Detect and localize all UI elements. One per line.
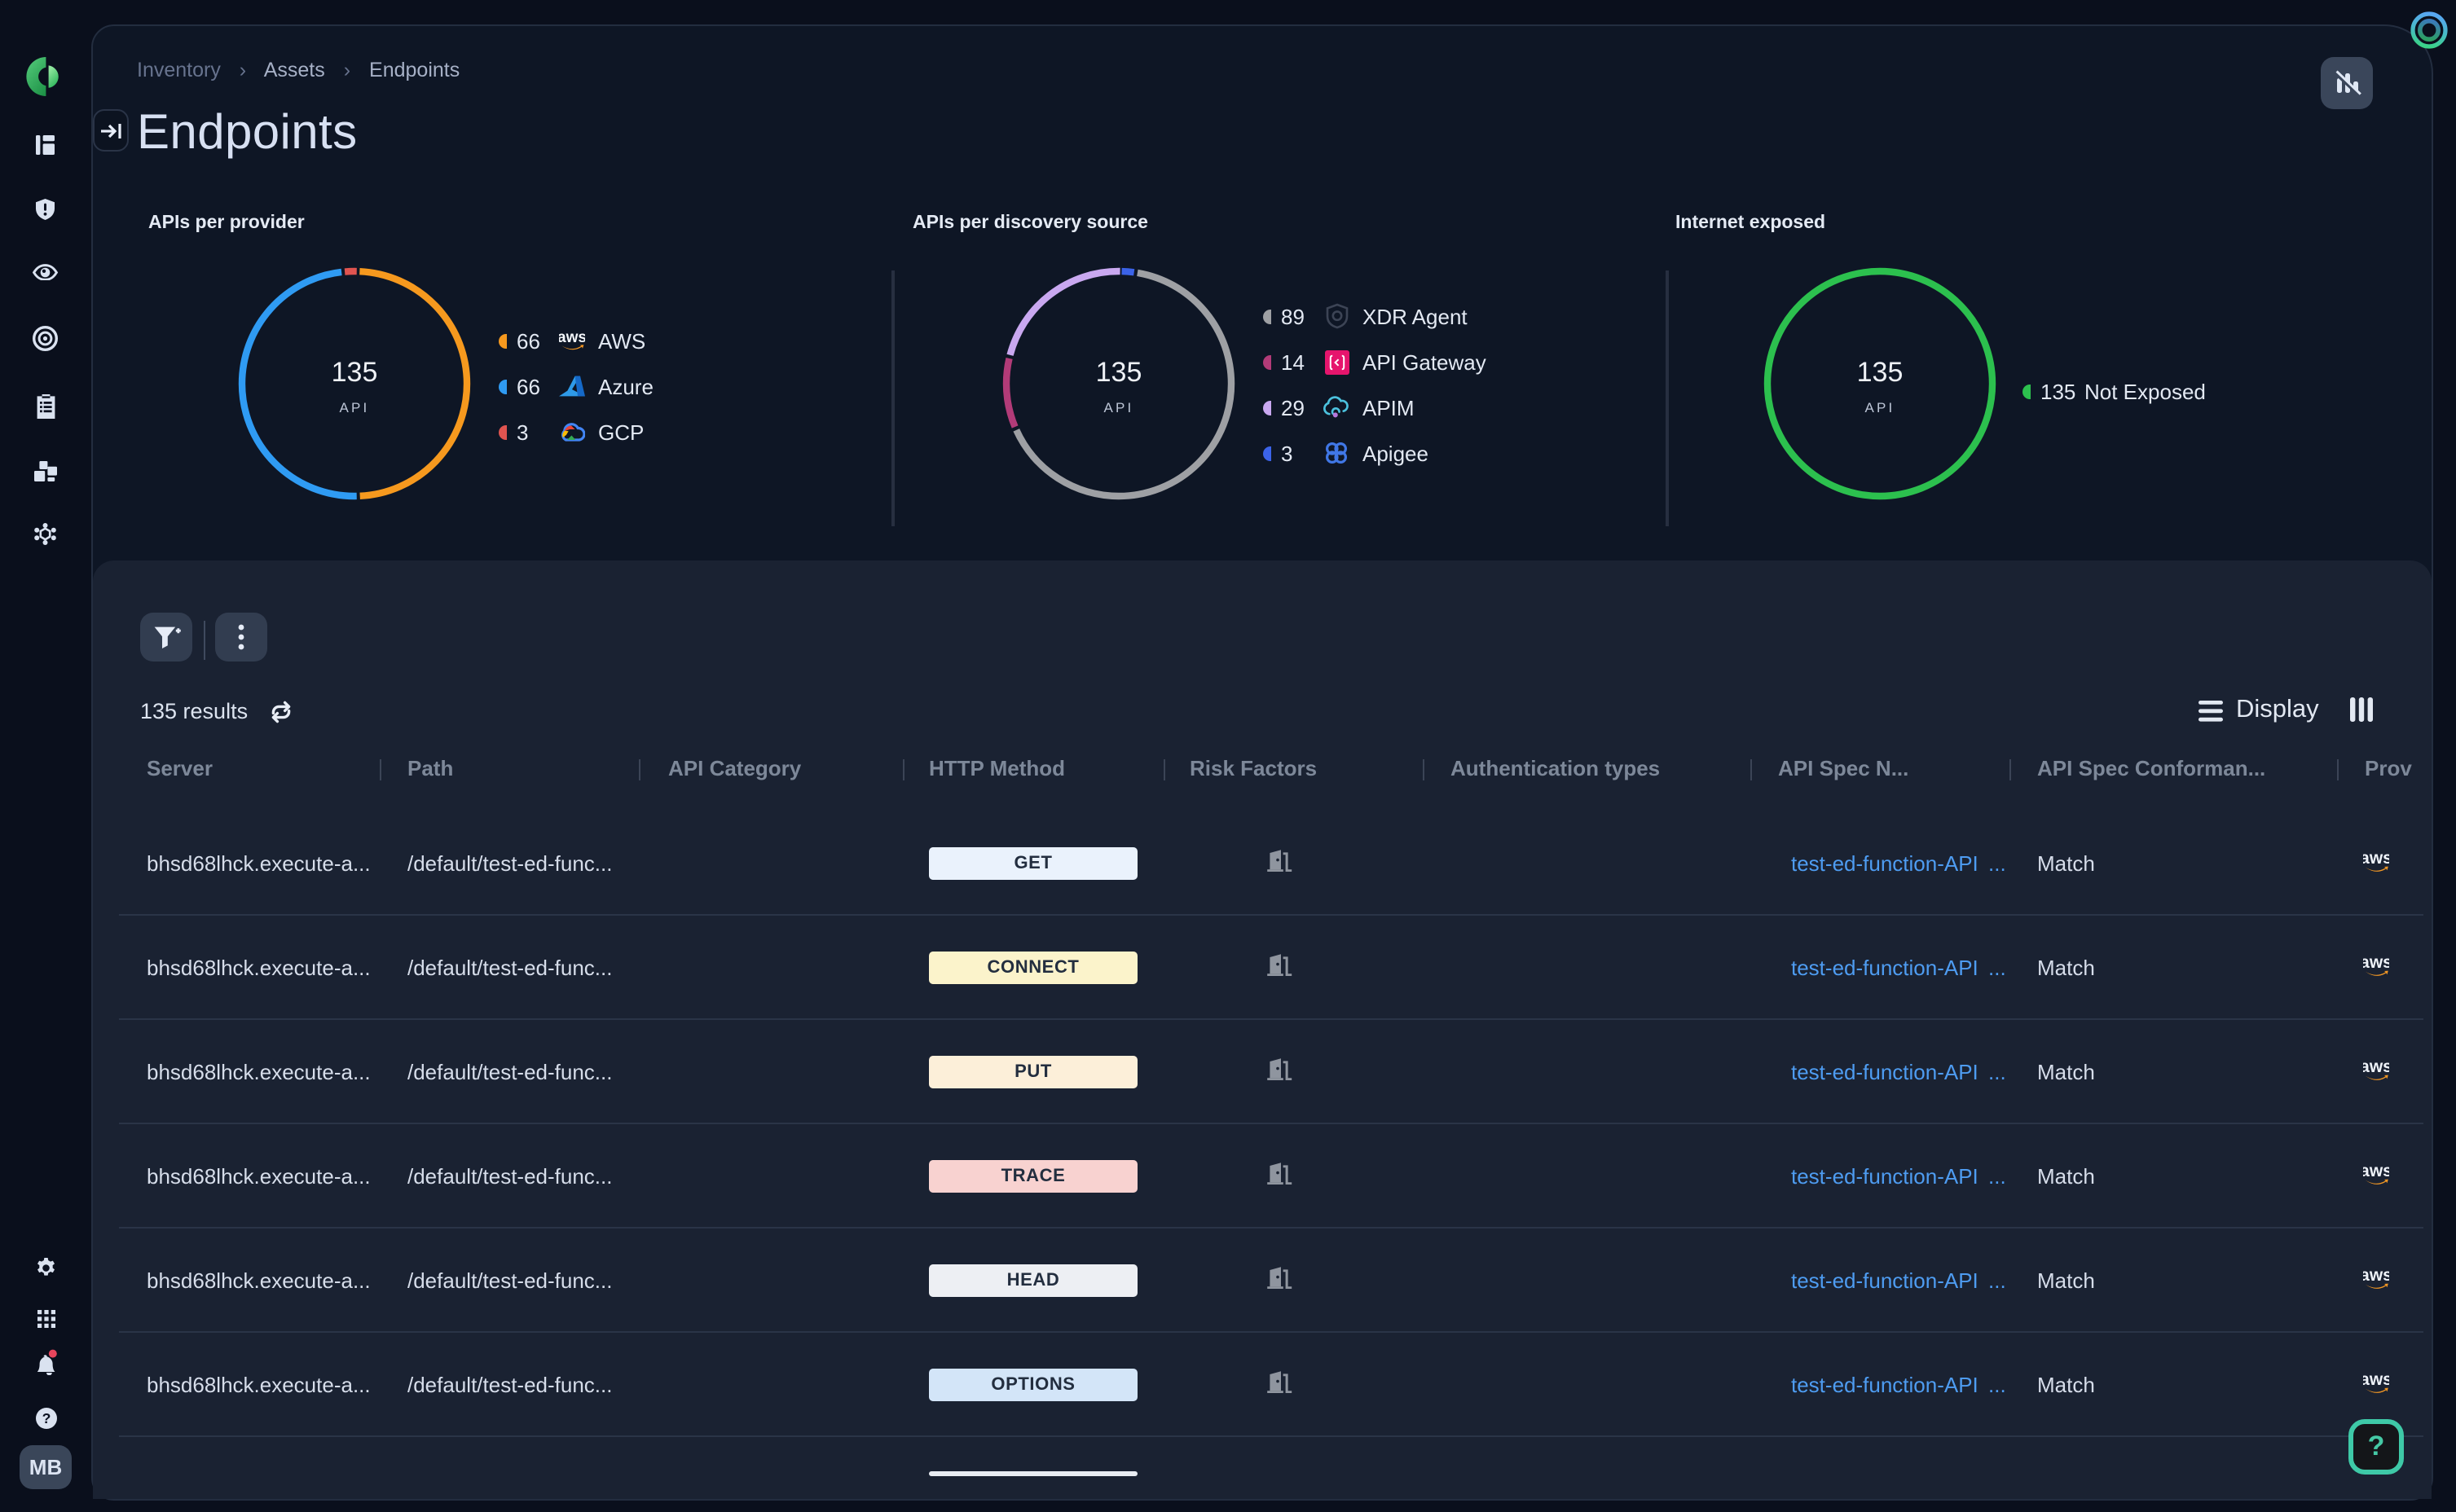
svg-text:aws: aws: [2363, 1266, 2389, 1285]
svg-text:aws: aws: [2363, 1057, 2389, 1076]
svg-text:aws: aws: [2363, 849, 2389, 868]
svg-text:aws: aws: [559, 329, 585, 346]
svg-text:aws: aws: [2363, 953, 2389, 972]
svg-text:aws: aws: [2363, 1370, 2389, 1389]
svg-text:?: ?: [42, 1410, 51, 1426]
svg-text:aws: aws: [2363, 1162, 2389, 1180]
